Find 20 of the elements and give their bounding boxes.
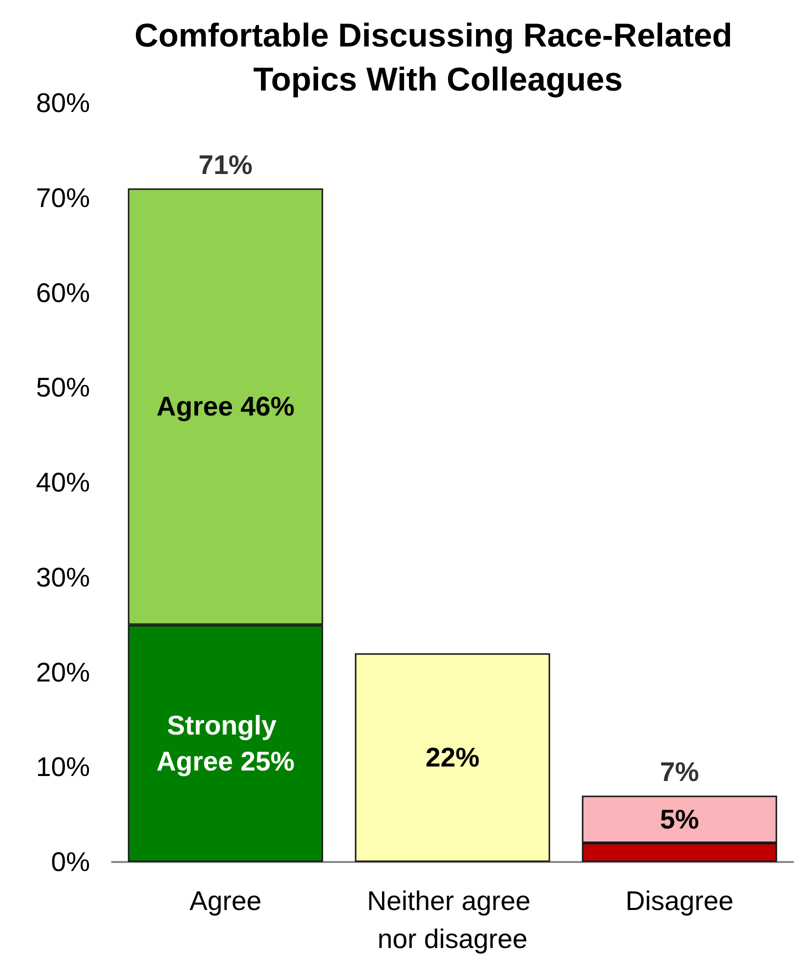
y-tick-label: 50% <box>36 372 90 403</box>
data-label: 5% <box>660 804 700 834</box>
y-tick-label: 30% <box>36 562 90 592</box>
data-label: 22% <box>425 742 480 773</box>
y-tick-label: 10% <box>36 752 90 782</box>
y-tick-label: 60% <box>36 278 90 308</box>
x-tick-label: Disagree <box>625 886 734 916</box>
chart-title: Comfortable Discussing Race-Related Topics With Colleagues <box>134 16 742 98</box>
y-tick-label: 40% <box>36 468 90 498</box>
y-tick-label: 80% <box>36 88 90 118</box>
y-tick-label: 70% <box>36 182 90 213</box>
y-tick-label: 20% <box>36 657 90 688</box>
total-label: 71% <box>198 150 253 180</box>
bar <box>354 653 550 862</box>
x-tick-label: Neither agree nor disagree <box>366 886 538 954</box>
y-tick-label: 0% <box>50 847 90 877</box>
total-label: 7% <box>660 757 700 788</box>
x-tick-label: Agree <box>189 886 262 916</box>
data-label: Strongly Agree 25% <box>156 710 295 776</box>
data-label: Agree 46% <box>156 392 295 422</box>
